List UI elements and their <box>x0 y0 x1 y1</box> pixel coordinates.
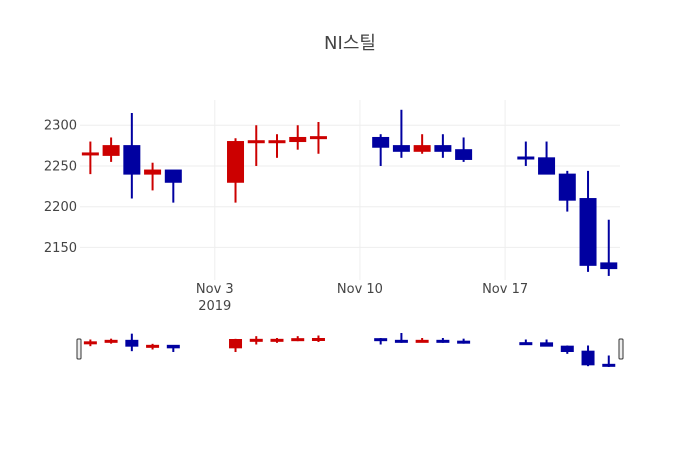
candle <box>164 169 182 203</box>
candle-body <box>268 140 286 144</box>
slider-candle <box>374 338 388 345</box>
candle-body <box>311 338 325 341</box>
slider-candle <box>519 339 533 346</box>
candle-body <box>413 145 431 152</box>
candle-body <box>558 173 576 201</box>
candle-body <box>519 342 533 346</box>
candle <box>81 141 99 175</box>
slider-candle <box>125 333 139 352</box>
candle <box>413 134 431 154</box>
candle <box>392 109 410 158</box>
range-slider-right-handle[interactable] <box>618 338 624 360</box>
candle-body <box>538 157 556 175</box>
candle-body <box>83 341 97 345</box>
candle <box>434 134 452 158</box>
candle-body <box>146 344 160 348</box>
y-tick-label: 2200 <box>44 200 77 215</box>
candle <box>268 134 286 158</box>
range-slider-left-handle[interactable] <box>76 338 82 360</box>
slider-candle <box>602 355 616 367</box>
candle <box>309 121 327 154</box>
candle <box>517 141 535 166</box>
candle <box>227 138 245 203</box>
candle-body <box>144 169 162 175</box>
x-tick-year-label: 2019 <box>198 299 231 314</box>
slider-candle <box>457 338 471 344</box>
candle-body <box>289 136 307 143</box>
candle-body <box>164 169 182 183</box>
candle <box>538 141 556 175</box>
y-tick-label: 2150 <box>44 241 77 256</box>
candle-body <box>540 342 554 347</box>
candle <box>102 137 120 162</box>
candle <box>372 134 390 166</box>
candle-body <box>229 339 243 349</box>
candle-body <box>457 340 471 344</box>
slider-candle <box>436 338 450 343</box>
y-tick-label: 2300 <box>44 119 77 134</box>
slider-candle <box>291 336 305 342</box>
candle-body <box>581 350 595 366</box>
x-tick-label: Nov 3 <box>196 282 234 297</box>
candle-body <box>249 338 263 342</box>
candle-body <box>394 339 408 343</box>
slider-candle <box>394 333 408 343</box>
candle-body <box>602 363 616 367</box>
candle-body <box>392 145 410 152</box>
slider-candle <box>83 339 97 347</box>
slider-candle <box>311 335 325 342</box>
candle-body <box>125 339 139 347</box>
candle-body <box>166 344 180 349</box>
candle-body <box>436 339 450 343</box>
candle-body <box>560 345 574 352</box>
slider-candle <box>415 338 429 343</box>
slider-candle <box>540 339 554 347</box>
slider-candle <box>104 338 118 344</box>
slider-candle <box>146 343 160 350</box>
chart-title: NI스틸 <box>324 33 376 54</box>
candle-body <box>309 136 327 140</box>
candle <box>247 125 265 166</box>
slider-candle <box>270 338 284 343</box>
candle-body <box>104 339 118 343</box>
slider-candle <box>229 338 243 352</box>
candle-body <box>600 262 618 270</box>
y-tick-label: 2250 <box>44 159 77 174</box>
slider-candle <box>166 344 180 352</box>
candle-body <box>455 149 473 160</box>
candle <box>579 170 597 272</box>
slider-candle <box>249 336 263 345</box>
candle <box>289 125 307 150</box>
candle-body <box>247 140 265 144</box>
slider-candle <box>581 345 595 367</box>
candle-body <box>579 198 597 266</box>
candle <box>600 219 618 276</box>
candle-body <box>81 152 99 156</box>
candle-body <box>123 145 141 175</box>
range-slider[interactable] <box>76 333 624 367</box>
candle-body <box>434 145 452 152</box>
candle <box>144 162 162 191</box>
slider-candle <box>560 345 574 354</box>
x-tick-label: Nov 10 <box>337 282 383 297</box>
candle <box>455 137 473 162</box>
candle <box>123 113 141 199</box>
candle-body <box>415 339 429 343</box>
candle-body <box>227 141 245 183</box>
candle <box>558 170 576 212</box>
x-tick-label: Nov 17 <box>482 282 528 297</box>
candle-body <box>291 338 305 342</box>
candle-body <box>374 338 388 342</box>
candle-body <box>517 156 535 160</box>
candle-body <box>102 145 120 156</box>
candle-body <box>372 136 390 148</box>
candle-body <box>270 338 284 342</box>
